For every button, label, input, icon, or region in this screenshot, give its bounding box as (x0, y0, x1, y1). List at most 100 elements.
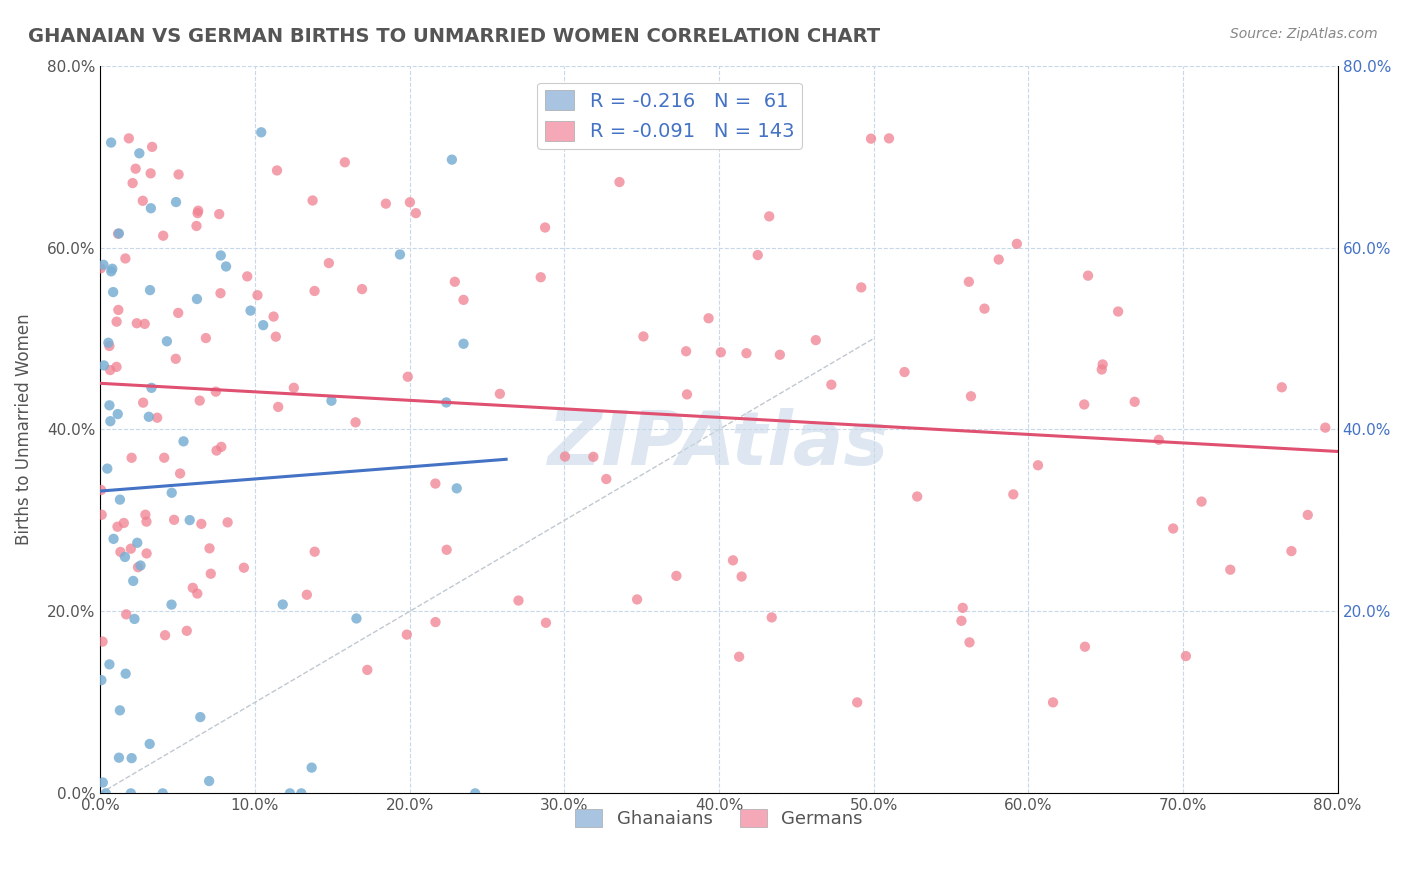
Point (129, 558, 152, 573)
Point (1281, 544, 1303, 558)
Point (747, 248, 769, 262)
Point (957, 275, 980, 289)
Point (100, 136, 122, 150)
Point (1077, 268, 1099, 283)
Point (804, 333, 827, 347)
Point (321, 393, 343, 408)
Point (252, 318, 274, 333)
Point (436, 542, 458, 557)
Point (508, 593, 530, 607)
Point (205, 384, 228, 399)
Point (1161, 522, 1184, 536)
Point (114, 549, 136, 564)
Point (152, 228, 174, 243)
Point (626, 592, 648, 607)
Point (198, 774, 221, 789)
Point (167, 306, 190, 320)
Point (124, 612, 146, 626)
Point (169, 467, 191, 481)
Point (97, 335, 120, 350)
Point (186, 292, 208, 306)
Point (135, 546, 157, 560)
Point (134, 508, 156, 522)
Point (676, 387, 699, 401)
Point (250, 125, 273, 139)
Point (266, 163, 288, 178)
Point (453, 336, 475, 351)
Point (152, 786, 174, 800)
Point (877, 131, 900, 145)
Point (138, 737, 160, 751)
Point (290, 786, 312, 800)
Point (730, 569, 752, 583)
Point (186, 219, 208, 233)
Point (101, 285, 124, 299)
Point (582, 450, 605, 464)
Point (267, 400, 290, 414)
Point (139, 283, 162, 297)
Point (194, 331, 217, 345)
Point (356, 663, 378, 677)
Point (1296, 508, 1319, 522)
Point (107, 407, 129, 421)
Point (98, 657, 121, 672)
Point (530, 270, 553, 285)
Point (758, 210, 780, 224)
Point (453, 293, 475, 307)
Point (132, 395, 155, 409)
Point (198, 541, 221, 556)
Point (138, 409, 160, 424)
Point (396, 369, 419, 384)
Point (405, 206, 427, 220)
Point (90, 673, 112, 687)
Point (721, 553, 744, 567)
Point (91, 775, 114, 789)
Point (135, 515, 157, 529)
Point (127, 535, 149, 549)
Point (120, 786, 142, 800)
Point (283, 381, 305, 395)
Point (108, 227, 131, 241)
Point (101, 261, 124, 276)
Point (304, 284, 326, 298)
Point (246, 288, 269, 302)
Point (209, 248, 232, 262)
Point (1315, 420, 1337, 434)
Point (94, 786, 117, 800)
Point (108, 492, 131, 507)
Point (425, 476, 447, 491)
Point (205, 443, 228, 458)
Point (346, 611, 368, 625)
Point (93, 359, 115, 373)
Point (181, 581, 204, 595)
Y-axis label: Births to Unmarried Women: Births to Unmarried Women (15, 314, 32, 545)
Point (91, 634, 114, 648)
Point (1091, 362, 1114, 376)
Point (859, 131, 882, 145)
Point (697, 311, 720, 326)
Point (1026, 458, 1049, 473)
Text: ZIPAtlas: ZIPAtlas (548, 408, 890, 481)
Point (124, 161, 146, 176)
Point (90, 261, 112, 276)
Point (90, 483, 112, 497)
Point (761, 610, 783, 624)
Point (105, 315, 128, 329)
Point (950, 614, 973, 628)
Point (108, 750, 131, 764)
Point (165, 195, 187, 210)
Point (1042, 695, 1064, 709)
Point (333, 155, 356, 169)
Point (1174, 649, 1197, 664)
Point (160, 598, 183, 612)
Point (93, 258, 115, 272)
Point (115, 607, 138, 622)
Point (187, 206, 209, 220)
Point (139, 201, 162, 215)
Point (675, 344, 697, 359)
Point (105, 359, 128, 374)
Point (232, 560, 254, 574)
Text: Source: ZipAtlas.com: Source: ZipAtlas.com (1230, 27, 1378, 41)
Point (609, 175, 631, 189)
Point (165, 351, 187, 366)
